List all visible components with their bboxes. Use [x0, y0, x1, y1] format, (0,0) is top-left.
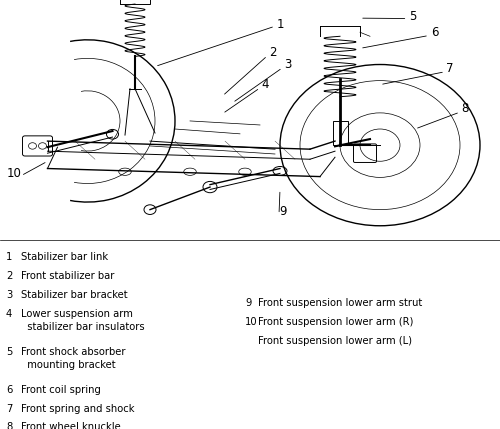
- Text: 5: 5: [409, 9, 416, 23]
- Text: Front suspension lower arm strut: Front suspension lower arm strut: [258, 298, 422, 308]
- Text: Front suspension lower arm (L): Front suspension lower arm (L): [258, 336, 412, 346]
- Text: Front coil spring: Front coil spring: [21, 385, 101, 395]
- Text: 6: 6: [6, 385, 12, 395]
- Text: 1: 1: [6, 252, 12, 262]
- Text: 1: 1: [276, 18, 284, 31]
- Text: Front stabilizer bar: Front stabilizer bar: [21, 271, 114, 281]
- Text: 8: 8: [6, 423, 12, 429]
- Text: 4: 4: [261, 78, 269, 91]
- Text: Lower suspension arm: Lower suspension arm: [21, 309, 133, 319]
- Text: 2: 2: [269, 46, 276, 59]
- Text: 6: 6: [431, 26, 439, 39]
- Text: Front suspension lower arm (R): Front suspension lower arm (R): [258, 317, 413, 327]
- Text: 4: 4: [6, 309, 12, 319]
- Text: Stabilizer bar bracket: Stabilizer bar bracket: [21, 290, 128, 300]
- Text: 5: 5: [6, 347, 12, 356]
- Text: Front shock absorber: Front shock absorber: [21, 347, 126, 356]
- Text: 7: 7: [6, 404, 12, 414]
- Text: 3: 3: [284, 58, 291, 71]
- Text: 8: 8: [462, 103, 468, 115]
- Text: 7: 7: [446, 62, 454, 75]
- Text: 9: 9: [279, 205, 286, 218]
- Text: 9: 9: [245, 298, 252, 308]
- Text: 10: 10: [245, 317, 258, 327]
- Text: 3: 3: [6, 290, 12, 300]
- Text: 10: 10: [6, 167, 22, 180]
- Text: Front spring and shock: Front spring and shock: [21, 404, 134, 414]
- Text: Front wheel knuckle: Front wheel knuckle: [21, 423, 121, 429]
- Text: Stabilizer bar link: Stabilizer bar link: [21, 252, 108, 262]
- Text: mounting bracket: mounting bracket: [21, 360, 116, 370]
- Text: stabilizer bar insulators: stabilizer bar insulators: [21, 322, 144, 332]
- Text: 2: 2: [6, 271, 12, 281]
